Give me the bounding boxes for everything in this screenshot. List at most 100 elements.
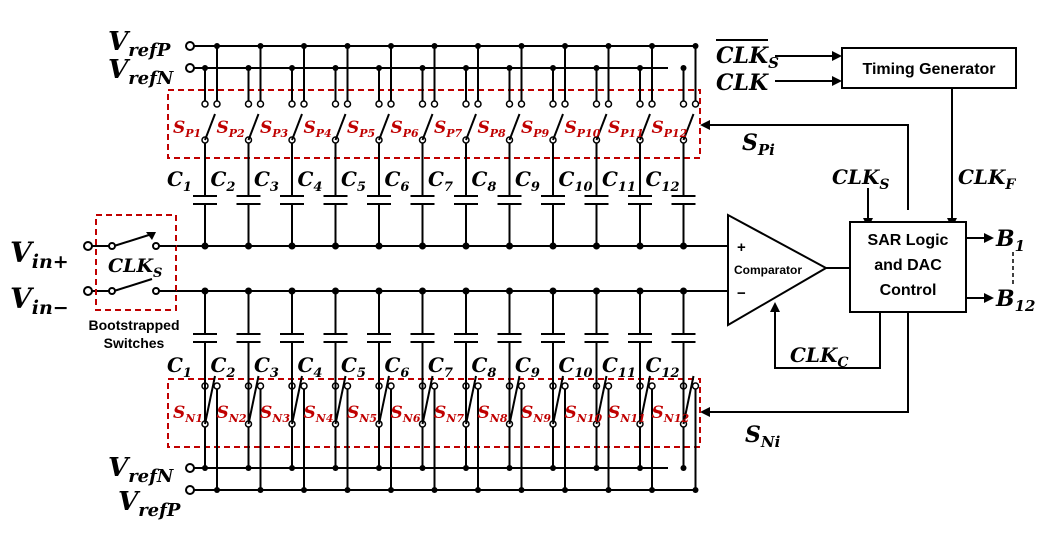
top-cell-12: SP12 C12 [646, 43, 700, 250]
capacitor-label: C4 [298, 167, 323, 195]
top-cell-6: SP6 C6 [385, 43, 439, 250]
switch-label: SN5 [347, 403, 377, 425]
bottom-cell-10: SN10 C10 [559, 287, 613, 493]
bottom-cell-7: SN7 C7 [428, 287, 482, 493]
switch-label: SN1 [173, 403, 203, 425]
capacitor-label: C8 [472, 353, 497, 381]
bottom-cell-6: SN6 C6 [385, 287, 439, 493]
bootstrap-label-line1: Bootstrapped [89, 317, 180, 333]
comparator: + − Comparator [727, 213, 829, 327]
capacitor-label: C9 [515, 353, 540, 381]
bottom-cell-5: SN5 C5 [341, 287, 395, 493]
top-cell-2: SP2 C2 [211, 43, 265, 250]
b12-label: B12 [995, 286, 1035, 315]
bottom-cell-9: SN9 C9 [515, 287, 569, 493]
capacitor-label: C1 [167, 353, 192, 381]
capacitor-label: C8 [472, 167, 497, 195]
terminals [83, 41, 195, 495]
switch-label: SN8 [478, 403, 508, 425]
top-cell-7: SP7 C7 [428, 43, 482, 250]
vin-plus-label: Vin+ [10, 236, 69, 273]
sar-label-line2: and DAC [874, 257, 942, 274]
bottom-cell-12: SN12 C12 [646, 287, 700, 493]
capacitor-label: C2 [211, 353, 236, 381]
switch-label: SN11 [608, 403, 646, 425]
capacitor-label: C9 [515, 167, 540, 195]
sni-label: SNi [745, 422, 781, 451]
timing-generator-block: Timing Generator [841, 47, 1017, 89]
capacitor-label: C5 [341, 353, 366, 381]
bottom-cell-4: SN4 C4 [298, 287, 352, 493]
switch-label: SP6 [391, 118, 420, 140]
comparator-plus-sign: + [737, 239, 746, 256]
switch-label: SP5 [347, 118, 375, 140]
switch-label: SP7 [434, 118, 463, 140]
comparator-label: Comparator [734, 263, 802, 277]
bottom-cell-11: SN11 C11 [602, 287, 656, 493]
top-cell-5: SP5 C5 [341, 43, 395, 250]
switch-label: SP10 [565, 118, 601, 140]
switch-label: SP9 [521, 118, 550, 140]
capacitor-label: C11 [602, 353, 636, 381]
clks-sar-label: CLKS [832, 165, 890, 193]
top-cell-3: SP3 C3 [254, 43, 308, 250]
vrefp-bot-label: VrefP [118, 487, 181, 521]
capacitor-label: C7 [428, 353, 453, 381]
vrefp-top-terminal [185, 41, 195, 51]
capacitor-label: C2 [211, 167, 236, 195]
capacitor-label: C11 [602, 167, 636, 195]
b1-label: B1 [995, 226, 1025, 255]
switch-label: SN10 [565, 403, 603, 425]
bootstrap-arrow [146, 232, 156, 240]
switch-label: SP12 [652, 118, 688, 140]
bootstrap-clks-label: CLKS [108, 255, 162, 281]
clks-bar-label: CLKS [716, 43, 779, 72]
capacitor-label: C10 [559, 167, 593, 195]
bottom-cell-1: SN1 C1 [167, 287, 221, 493]
spi-label: SPi [742, 130, 775, 159]
clk-label: CLK [716, 70, 769, 96]
top-cell-9: SP9 C9 [515, 43, 569, 250]
top-switch-cap-array: SP1 C1 SP2 C2 SP3 C3 SP4 C4 SP5 C5 SP6 C6 SP7 C7 SP8 C8… [167, 43, 700, 250]
top-cell-4: SP4 C4 [298, 43, 352, 250]
switch-label: SN7 [434, 403, 464, 425]
switch-label: SN6 [391, 403, 421, 425]
clkf-label: CLKF [958, 165, 1016, 193]
top-cell-10: SP10 C10 [559, 43, 613, 250]
vrefn-bot-terminal [185, 463, 195, 473]
capacitor-label: C10 [559, 353, 593, 381]
vrefp-top-label: VrefP [108, 27, 171, 61]
vrefn-bot-label: VrefN [108, 453, 175, 487]
vin-minus-label: Vin− [10, 282, 69, 319]
top-cell-11: SP11 C11 [602, 43, 656, 250]
bottom-switch-cap-array: SN1 C1 SN2 C2 SN3 C3 SN4 C4 SN5 C5 SN6 C6 SN7 C7 SN8 C8… [167, 287, 700, 493]
bootstrapped-switches [108, 233, 176, 295]
bottom-cell-8: SN8 C8 [472, 287, 526, 493]
switch-label: SP1 [173, 118, 201, 140]
capacitor-label: C6 [385, 167, 410, 195]
bottom-cell-2: SN2 C2 [211, 287, 265, 493]
vrefp-bot-terminal [185, 485, 195, 495]
capacitor-label: C4 [298, 353, 323, 381]
switch-label: SN3 [260, 403, 290, 425]
capacitor-label: C12 [646, 353, 680, 381]
switch-label: SP4 [304, 118, 332, 140]
vrefn-top-label: VrefN [108, 55, 175, 89]
vin-minus-terminal [83, 286, 93, 296]
switch-label: SN2 [217, 403, 247, 425]
wiring [92, 45, 988, 491]
switch-label: SN9 [521, 403, 551, 425]
vrefn-top-terminal [185, 63, 195, 73]
sar-label-line3: Control [880, 282, 937, 299]
capacitor-label: C5 [341, 167, 366, 195]
capacitor-label: C12 [646, 167, 680, 195]
bootstrap-label-line2: Switches [104, 335, 165, 351]
capacitor-label: C3 [254, 353, 279, 381]
switch-label: SP11 [608, 118, 644, 140]
clkc-label: CLKC [790, 343, 849, 371]
comparator-minus-sign: − [737, 285, 746, 302]
top-cell-1: SP1 C1 [167, 43, 221, 250]
bottom-cell-3: SN3 C3 [254, 287, 308, 493]
capacitor-label: C3 [254, 167, 279, 195]
